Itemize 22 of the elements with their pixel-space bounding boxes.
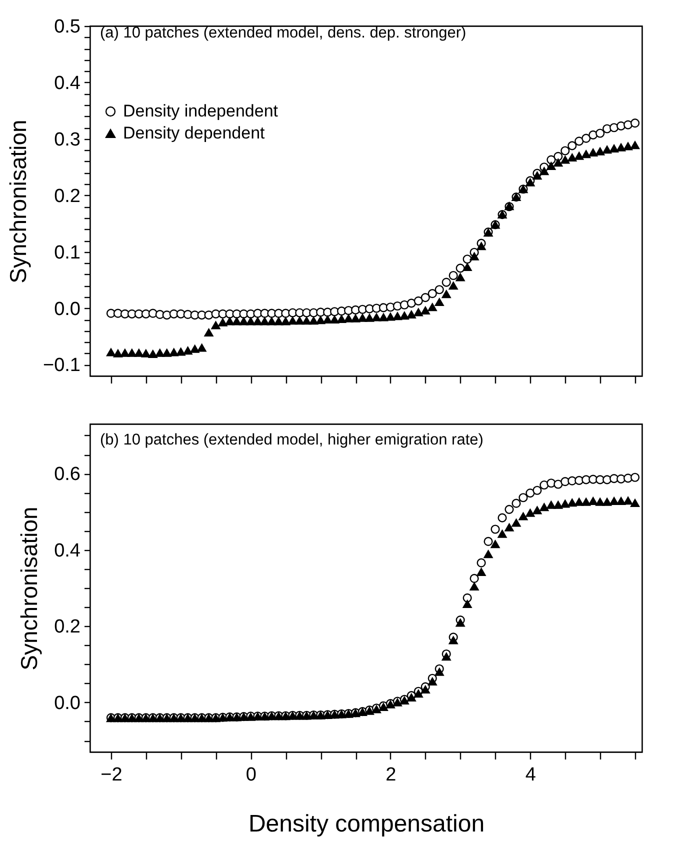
y-tick-label: 0.1 [54, 242, 80, 264]
y-tick-label: 0.0 [54, 298, 80, 320]
chart-title: (a) 10 patches (extended model, dens. dep. stronger) [100, 24, 466, 42]
y-tick-label: 0.5 [54, 16, 80, 38]
x-tick-label: 4 [525, 764, 536, 786]
x-tick-label: 2 [386, 764, 396, 786]
y-tick-label: 0.2 [54, 616, 80, 638]
legend-label: Density independent [123, 102, 278, 120]
legend-label: Density dependent [123, 124, 266, 142]
chart-title: (b) 10 patches (extended model, higher emigration rate) [100, 432, 484, 448]
x-axis-title: Density compensation [248, 810, 485, 838]
y-tick-label: 0.3 [54, 129, 80, 150]
y-tick-label: 0.0 [54, 692, 80, 714]
x-tick-label: −2 [100, 764, 122, 786]
y-tick-label: 0.6 [54, 464, 80, 486]
y-axis-title: Synchronisation [16, 506, 42, 670]
y-tick-label: 0.4 [54, 72, 81, 94]
y-tick-label: 0.4 [54, 540, 81, 562]
x-tick-label: 0 [246, 764, 256, 786]
y-axis-title: Synchronisation [4, 120, 31, 284]
y-tick-label: −0.1 [42, 355, 80, 376]
y-tick-label: 0.2 [54, 186, 80, 207]
